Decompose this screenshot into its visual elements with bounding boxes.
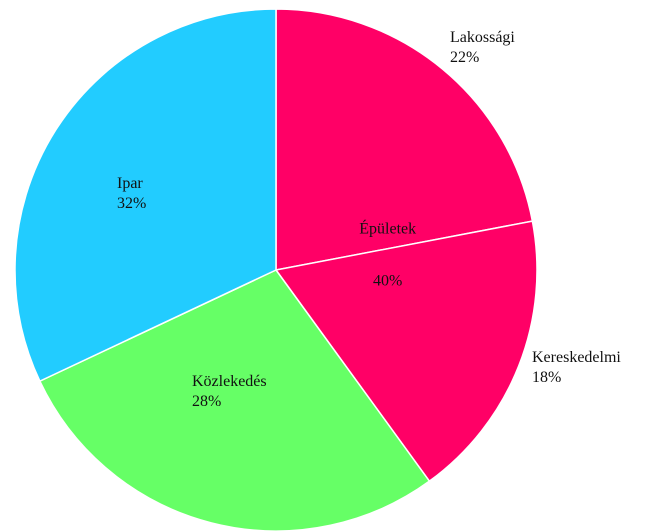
group-value-label: 40% [373, 273, 402, 290]
pie-slice [14, 8, 277, 383]
pie-slice [38, 269, 431, 531]
slice-value-label: 32% [117, 195, 146, 212]
slice-label: Közlekedés [192, 373, 267, 390]
slice-value-label: 28% [192, 393, 221, 410]
slice-label: Kereskedelmi [532, 349, 621, 366]
slice-value-label: 18% [532, 369, 561, 386]
group-label: Épületek [359, 219, 416, 238]
slice-value-label: 22% [450, 49, 479, 66]
pie-slice [275, 8, 534, 271]
slice-label: Ipar [117, 175, 143, 192]
slice-label: Lakossági [450, 29, 515, 46]
pie-slice [274, 220, 538, 483]
